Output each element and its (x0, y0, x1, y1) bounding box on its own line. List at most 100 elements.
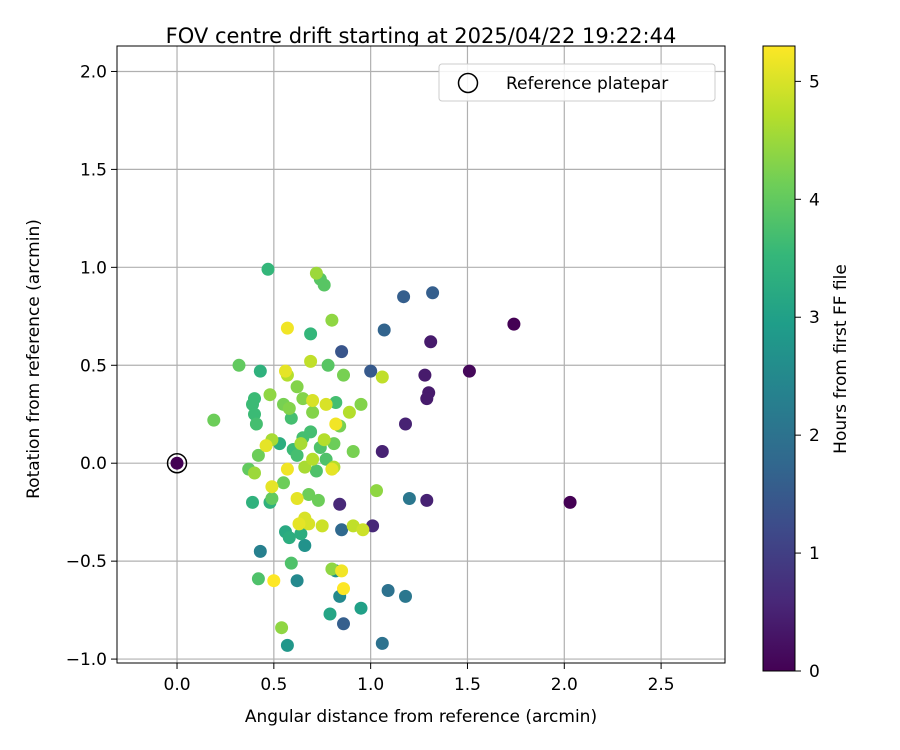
scatter-point (282, 531, 296, 545)
colorbar-tick-label: 4 (809, 190, 820, 210)
scatter-point (420, 493, 434, 507)
colorbar-tick-label: 5 (809, 72, 820, 92)
scatter-point (426, 286, 440, 300)
scatter-point (306, 405, 320, 419)
scatter-point (402, 492, 416, 505)
x-tick-label: 0.0 (164, 675, 191, 695)
scatter-point (315, 519, 329, 533)
x-tick-label: 0.5 (260, 675, 287, 695)
scatter-point (397, 290, 411, 304)
scatter-point (370, 484, 383, 498)
scatter-points (166, 262, 577, 652)
x-tick-label: 2.0 (551, 675, 578, 695)
scatter-point (462, 364, 476, 378)
scatter-point (290, 380, 304, 394)
scatter-point (282, 401, 296, 415)
scatter-point (284, 411, 298, 425)
colorbar-tick-label: 1 (809, 544, 820, 564)
scatter-point (337, 368, 350, 382)
scatter-point (296, 392, 310, 406)
scatter-point (375, 445, 389, 458)
scatter-point (294, 527, 308, 541)
scatter-point (323, 607, 337, 621)
scatter-point (279, 364, 292, 378)
reference-platepar-marker (166, 452, 188, 474)
scatter-point (277, 476, 290, 490)
y-tick-label: 0.5 (80, 356, 107, 376)
legend-reference-marker (457, 72, 479, 94)
scatter-point (317, 278, 331, 292)
scatter-point (563, 495, 577, 509)
scatter-point (309, 266, 323, 280)
scatter-point (251, 448, 265, 462)
scatter-point (280, 462, 294, 476)
y-tick-label: 1.0 (80, 258, 107, 278)
y-axis-label: Rotation from reference (arcmin) (24, 219, 44, 499)
scatter-point (335, 564, 349, 578)
scatter-point (232, 358, 246, 372)
scatter-point (267, 574, 281, 588)
x-tick-label: 2.5 (648, 675, 675, 695)
scatter-point (253, 364, 267, 378)
scatter-point (317, 433, 331, 447)
scatter-point (248, 466, 261, 480)
scatter-point (263, 388, 277, 402)
scatter-point (261, 262, 275, 276)
scatter-point (292, 517, 306, 531)
y-tick-label: −0.5 (66, 552, 107, 572)
scatter-point (325, 562, 339, 576)
scatter-point (346, 445, 360, 458)
scatter-point (321, 358, 335, 372)
scatter-point (335, 523, 349, 537)
scatter-point (507, 317, 521, 331)
scatter-point (420, 392, 434, 406)
scatter-point (333, 497, 347, 511)
plot-area (117, 46, 725, 663)
scatter-point (251, 572, 265, 586)
scatter-point (325, 462, 339, 476)
scatter-point (284, 556, 298, 570)
scatter-point (253, 544, 267, 558)
scatter-point (418, 368, 432, 382)
scatter-point (246, 495, 259, 509)
legend-frame (438, 63, 716, 102)
scatter-point (399, 589, 412, 603)
scatter-point (319, 397, 333, 411)
scatter-point (290, 574, 304, 588)
y-tick-label: 0.0 (80, 454, 107, 474)
scatter-point (246, 397, 259, 411)
scatter-point (302, 488, 316, 501)
scatter-point (249, 417, 263, 431)
scatter-point (306, 452, 320, 466)
x-axis-label: Angular distance from reference (arcmin) (245, 707, 597, 727)
scatter-point (280, 321, 294, 335)
plot-frame (116, 45, 726, 664)
scatter-point (424, 335, 438, 349)
scatter-point (356, 523, 370, 537)
scatter-point (337, 582, 350, 596)
scatter-point (302, 517, 316, 531)
scatter-point (248, 407, 261, 421)
colorbar-label: Hours from first FF file (831, 264, 851, 454)
scatter-point (207, 413, 221, 427)
scatter-point (329, 417, 343, 431)
scatter-point (311, 493, 325, 507)
scatter-point (335, 345, 349, 359)
colorbar-tick-label: 2 (809, 426, 820, 446)
colorbar: 0 1 2 3 4 5 Hours from first FF file (762, 45, 851, 682)
scatter-point (304, 425, 318, 439)
chart-title: FOV centre drift starting at 2025/04/22 … (166, 24, 677, 48)
colorbar-gradient (762, 45, 796, 672)
legend-entry-reference-platepar: Reference platepar (506, 74, 668, 94)
scatter-point (280, 638, 294, 652)
scatter-point (290, 448, 304, 462)
scatter-point (265, 480, 279, 494)
x-tick-label: 1.5 (454, 675, 481, 695)
scatter-point (377, 323, 391, 337)
scatter-point (375, 636, 389, 650)
scatter-point (170, 456, 184, 470)
scatter-point (375, 370, 389, 384)
scatter-point (381, 584, 395, 597)
colorbar-tick-label: 3 (809, 308, 820, 328)
